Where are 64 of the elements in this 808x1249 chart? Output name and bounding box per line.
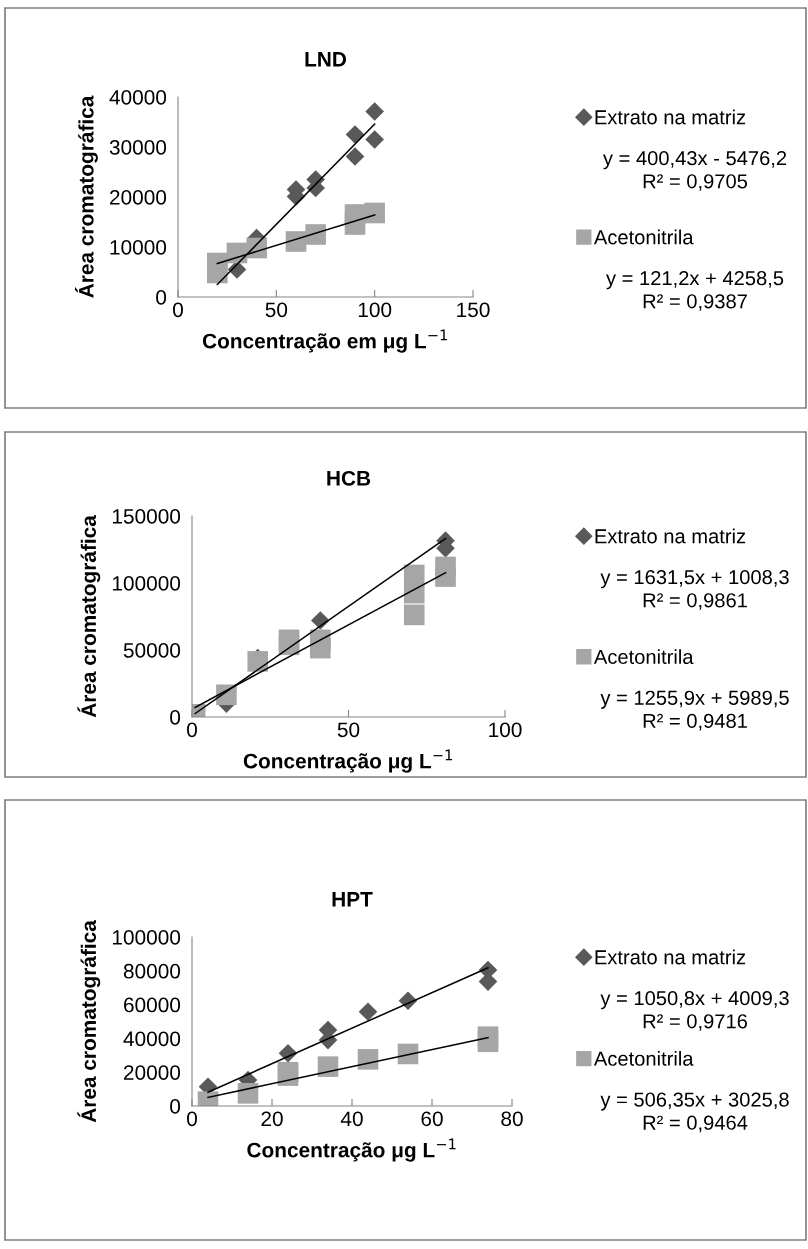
x-axis-title: Concentração μg L$^{−1}$ [243, 749, 453, 773]
y-axis-title: Área cromatográfica [77, 920, 101, 1123]
y-tick-label: 60000 [124, 997, 181, 1013]
chart-title: HCB [327, 470, 371, 486]
text: y = 1255,9x + 5989,5 R² = 0,9481 [600, 690, 789, 731]
chart-title: HPT [332, 892, 373, 907]
x-tick-label: 150 [457, 302, 490, 318]
text: y = 400,43x - 5476,2 R² = 0,9705 [602, 151, 787, 191]
x-axis-title: Concentração μg L$^{−1}$ [247, 1138, 456, 1162]
x-axis-title: Concentração em μg L$^{−1}$ [202, 329, 448, 353]
x-tick-label: 80 [501, 1111, 523, 1127]
point [365, 102, 384, 121]
point [365, 130, 384, 149]
legend-label: Acetonitrila [593, 1051, 694, 1066]
text: y = 1050,8x + 4009,3 R² = 0,9716 [600, 991, 789, 1031]
y-tick-label: 100000 [112, 576, 181, 591]
x-tick-label: 20 [261, 1111, 283, 1127]
point [358, 1002, 378, 1022]
y-tick-label: 0 [170, 710, 181, 725]
point [364, 202, 385, 224]
x-tick-label: 100 [358, 302, 392, 318]
point [207, 262, 228, 284]
point [317, 1056, 339, 1077]
y-tick-label: 100000 [112, 930, 181, 945]
legend-label: Extrato na matriz [595, 949, 746, 965]
y-axis-title: Área cromatográfica [77, 515, 101, 718]
y-tick-label: 20000 [124, 1065, 181, 1080]
x-tick-label: 100 [489, 722, 522, 738]
point [237, 1083, 259, 1104]
legend-label: Extrato na matriz [595, 109, 746, 125]
point [403, 604, 425, 626]
x-tick-label: 60 [421, 1111, 443, 1127]
point [345, 147, 365, 166]
y-tick-label: 40000 [109, 90, 167, 105]
legend-label: Acetonitrila [593, 229, 694, 245]
y-tick-label: 150000 [112, 509, 181, 524]
point [435, 566, 456, 587]
y-tick-label: 20000 [110, 190, 167, 205]
y-tick-label: 80000 [123, 963, 181, 979]
x-tick-label: 40 [340, 1111, 363, 1127]
y-axis-title: Área cromatográfica [74, 95, 98, 298]
y-tick-label: 0 [170, 1099, 181, 1114]
legend-label: Extrato na matriz [595, 528, 746, 544]
point [344, 214, 366, 235]
y-tick-label: 50000 [123, 643, 181, 658]
point [403, 564, 425, 586]
y-tick-label: 40000 [123, 1031, 181, 1047]
y-tick-label: 30000 [109, 140, 167, 155]
point [357, 1049, 379, 1070]
text: y = 121,2x + 4258,5 R² = 0,9387 [606, 271, 784, 311]
y-tick-label: 0 [156, 290, 167, 305]
x-tick-label: 50 [265, 302, 288, 318]
point [305, 224, 326, 245]
text: y = 506,35x + 3025,8 R² = 0,9464 [600, 1092, 789, 1133]
y-tick-label: 10000 [110, 240, 167, 255]
point [247, 651, 269, 672]
text: y = 1631,5x + 1008,3 R² = 0,9861 [600, 570, 789, 610]
legend-label: Acetonitrila [593, 649, 694, 665]
x-tick-label: 50 [337, 722, 360, 738]
chart-title: LND [305, 52, 347, 67]
x-tick-label: 0 [187, 722, 197, 738]
point [477, 1026, 499, 1048]
point [478, 972, 498, 991]
x-tick-label: 0 [187, 1111, 197, 1127]
